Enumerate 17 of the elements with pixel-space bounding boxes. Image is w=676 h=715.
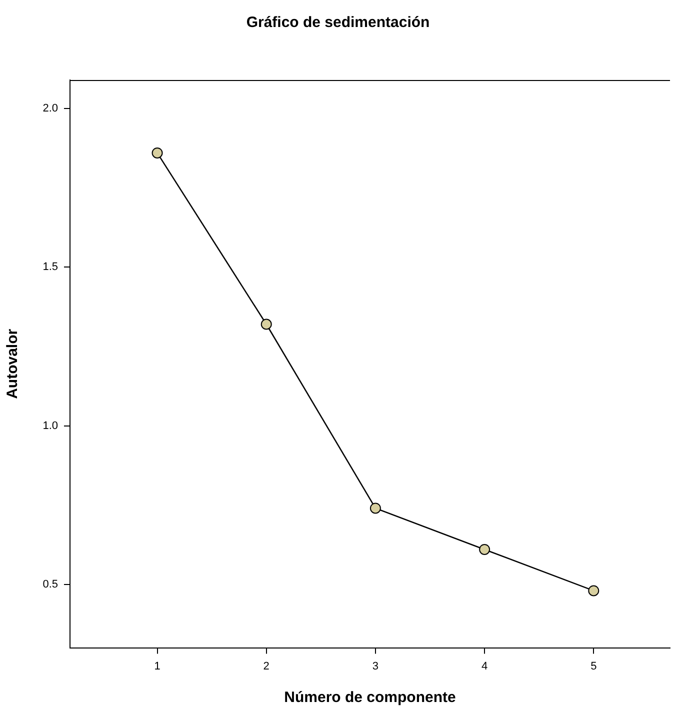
- x-tick-label: 1: [154, 660, 160, 672]
- y-tick-label: 2.0: [42, 102, 58, 115]
- point: [152, 147, 163, 158]
- point: [260, 318, 272, 330]
- x-tick-label: 5: [590, 660, 597, 672]
- y-tick-label: 0.5: [42, 578, 58, 590]
- x-tick-label: 3: [372, 660, 379, 672]
- x-tick-label: 2: [263, 660, 270, 672]
- point: [588, 585, 600, 596]
- y-axis-title: Autovalor: [4, 328, 22, 399]
- point: [370, 502, 381, 514]
- y-tick-label: 1.0: [42, 420, 58, 432]
- point: [479, 544, 490, 555]
- y-tick-label: 1.5: [42, 261, 58, 274]
- x-tick-label: 4: [481, 660, 488, 672]
- chart-title: Gráfico de sedimentación: [246, 14, 430, 32]
- x-axis-title: Número de componente: [284, 689, 456, 706]
